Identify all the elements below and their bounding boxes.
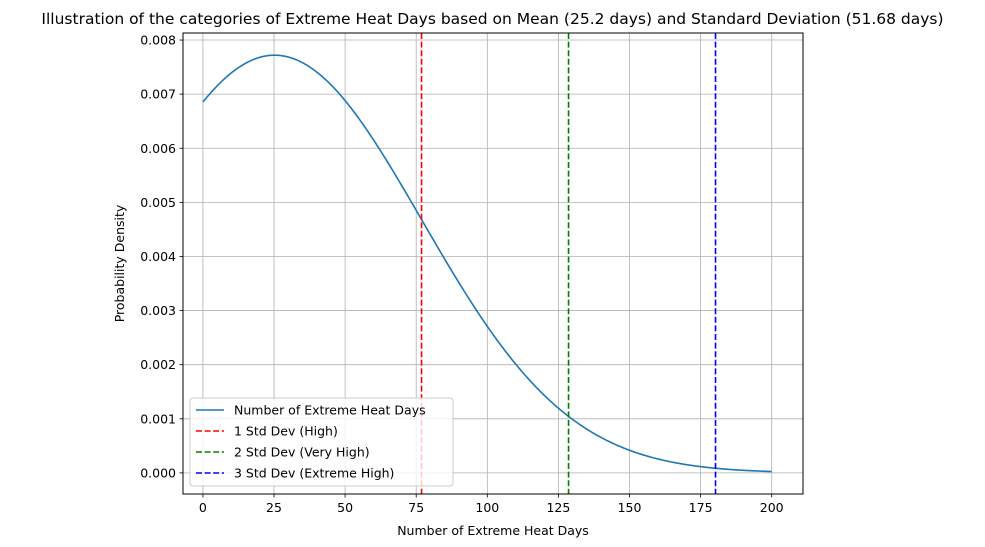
y-tick-label: 0.003 — [140, 303, 176, 318]
y-tick-label: 0.008 — [140, 33, 176, 48]
legend-label: 2 Std Dev (Very High) — [234, 445, 370, 460]
legend-label: 3 Std Dev (Extreme High) — [234, 466, 394, 481]
legend-label: Number of Extreme Heat Days — [234, 403, 426, 418]
x-tick-label: 150 — [618, 500, 642, 515]
x-tick-label: 50 — [337, 500, 353, 515]
legend: Number of Extreme Heat Days 1 Std Dev (Hi… — [189, 397, 454, 487]
x-tick-label: 100 — [475, 500, 499, 515]
x-tick-label: 0 — [199, 500, 207, 515]
y-tick-label: 0.007 — [140, 87, 176, 102]
ticks: 0 25 50 75 100 125 150 175 200 0.000 0.001 0.002 0.0… — [140, 33, 783, 515]
x-tick-label: 125 — [546, 500, 570, 515]
x-axis-label: Number of Extreme Heat Days — [397, 523, 589, 538]
y-tick-label: 0.004 — [140, 249, 176, 264]
x-tick-label: 75 — [408, 500, 424, 515]
y-tick-label: 0.002 — [140, 357, 176, 372]
legend-box — [189, 397, 454, 487]
x-tick-label: 175 — [689, 500, 713, 515]
legend-label: 1 Std Dev (High) — [234, 424, 338, 439]
chart-title: Illustration of the categories of Extrem… — [41, 10, 943, 28]
series-line — [202, 54, 772, 473]
y-tick-label: 0.006 — [140, 141, 176, 156]
x-tick-label: 25 — [266, 500, 282, 515]
axes-frame — [182, 32, 804, 495]
y-tick-label: 0.005 — [140, 195, 176, 210]
x-tick-label: 200 — [760, 500, 784, 515]
y-tick-label: 0.000 — [140, 465, 176, 480]
y-axis-label: Probability Density — [112, 204, 127, 322]
y-tick-label: 0.001 — [140, 411, 176, 426]
